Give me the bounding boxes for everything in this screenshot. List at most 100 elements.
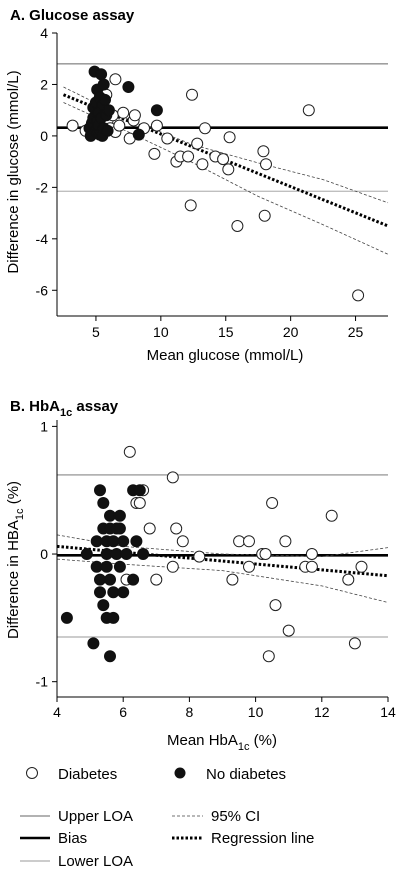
panel-b-point-no-diabetes [117, 535, 130, 548]
panel-b-point-no-diabetes [113, 560, 126, 573]
panel-a-x-tick-label: 25 [348, 324, 364, 340]
panel-a-point-no-diabetes [95, 68, 108, 81]
panel-b-x-tick-label: 10 [248, 704, 264, 720]
panel-a-point-no-diabetes [99, 93, 111, 106]
panel-b-point-no-diabetes [104, 650, 116, 663]
panel-a-point-diabetes [113, 119, 126, 132]
panel-b-point-no-diabetes [107, 535, 120, 548]
panel-a-point-diabetes [196, 158, 209, 171]
panel-b-point-no-diabetes [113, 522, 126, 535]
panel-a-ci-upper [63, 86, 389, 204]
panel-b-point-no-diabetes [120, 548, 133, 560]
panel-b-y-tick-label: 0 [40, 546, 48, 562]
panel-b-point-diabetes [176, 535, 189, 548]
panel-b-point-no-diabetes [100, 548, 113, 560]
panel-a-point-no-diabetes [150, 104, 163, 117]
panel-b-point-diabetes [233, 535, 246, 548]
panel-b-point-diabetes [170, 522, 183, 535]
panel-a-point-diabetes [258, 209, 271, 222]
panel-b-point-diabetes [123, 445, 136, 458]
panel-b-y-tick-label: 1 [40, 418, 48, 434]
panel-b-point-diabetes [133, 497, 146, 509]
panel-a-x-tick-label: 5 [92, 324, 100, 340]
panel-a-x-tick-label: 20 [283, 324, 299, 340]
panel-a-x-tick-label: 15 [218, 324, 234, 340]
legend-upper-loa-label: Upper LOA [58, 808, 133, 825]
panel-a-point-diabetes [128, 109, 141, 122]
panel-b-xlabel: Mean HbA1c (%) [167, 732, 277, 753]
panel-a-point-no-diabetes [122, 81, 135, 93]
panel-a-point-no-diabetes [97, 78, 110, 91]
legend-no-diabetes-marker [174, 767, 186, 779]
panel-a-point-diabetes [231, 220, 244, 232]
panel-b-point-diabetes [305, 560, 318, 573]
panel-a-y-tick-label: 2 [40, 76, 48, 92]
legend-diabetes-marker [26, 767, 38, 779]
legend-lower-loa-label: Lower LOA [58, 853, 133, 870]
panel-b-point-no-diabetes [87, 637, 100, 650]
panel-b-point-no-diabetes [90, 560, 103, 573]
panel-b-point-no-diabetes [104, 509, 116, 522]
panel-b-point-no-diabetes [117, 586, 130, 599]
panel-b-point-diabetes [342, 573, 355, 586]
panel-b-point-no-diabetes [107, 611, 120, 624]
panel-a-point-diabetes [257, 145, 270, 158]
panel-a-x-tick-label: 10 [153, 324, 169, 340]
panel-b-point-diabetes [243, 560, 255, 573]
panel-b-y-tick-label: -1 [36, 674, 49, 690]
panel-a-point-diabetes [217, 153, 230, 166]
panel-a-point-diabetes [66, 119, 79, 132]
panel-b-point-no-diabetes [113, 509, 126, 522]
panel-a-point-diabetes [222, 163, 235, 176]
legend-bias-label: Bias [58, 830, 87, 847]
panel-b-point-diabetes [259, 548, 272, 560]
panel-b-ci-lower [56, 558, 389, 603]
panel-a-title: A. Glucose assay [10, 7, 135, 24]
panel-b-point-no-diabetes [133, 484, 146, 497]
panel-a-point-diabetes [184, 199, 197, 212]
legend-no-diabetes-label: No diabetes [206, 766, 286, 783]
panel-b-ci-upper [56, 534, 389, 558]
panel-b-x-tick-label: 8 [186, 704, 194, 720]
panel-b-point-no-diabetes [110, 548, 123, 560]
panel-b-point-diabetes [269, 599, 282, 612]
panel-a-y-tick-label: -4 [36, 231, 49, 247]
panel-b-point-diabetes [262, 650, 275, 663]
panel-b-point-no-diabetes [127, 573, 140, 586]
panel-b-point-diabetes [193, 550, 206, 563]
panel-b-point-no-diabetes [94, 484, 106, 497]
panel-a-point-diabetes [148, 147, 161, 160]
panel-b-x-tick-label: 14 [380, 704, 396, 720]
panel-b-point-diabetes [282, 624, 295, 637]
panel-a-xlabel: Mean glucose (mmol/L) [147, 347, 304, 364]
panel-a-point-diabetes [302, 104, 315, 117]
panel-a-point-diabetes [161, 132, 174, 145]
panel-b-point-diabetes [226, 573, 239, 586]
panel-b-point-diabetes [143, 522, 156, 535]
legend-diabetes-label: Diabetes [58, 766, 117, 783]
panel-a-point-no-diabetes [101, 124, 114, 137]
panel-a-y-tick-label: -2 [36, 179, 49, 195]
panel-b-point-no-diabetes [100, 560, 113, 573]
panel-b-point-no-diabetes [97, 599, 110, 612]
panel-b-ylabel: Difference in HBA1c (%) [5, 481, 26, 639]
panel-a-point-diabetes [186, 88, 198, 101]
panel-b-point-no-diabetes [97, 497, 110, 509]
panel-b-point-diabetes [325, 509, 338, 522]
panel-a-point-diabetes [260, 158, 272, 171]
panel-a-ylabel: Difference in glucose (mmol/L) [5, 70, 22, 273]
panel-b-point-diabetes [166, 560, 179, 573]
panel-a-point-diabetes [117, 106, 130, 119]
panel-b-point-no-diabetes [107, 586, 120, 599]
panel-b-point-no-diabetes [137, 548, 150, 560]
panel-b-x-tick-label: 6 [119, 704, 127, 720]
panel-a-point-no-diabetes [132, 128, 145, 141]
legend-ci-label: 95% CI [211, 808, 260, 825]
panel-a-point-diabetes [109, 73, 122, 86]
panel-b-point-no-diabetes [90, 535, 103, 548]
panel-b-point-diabetes [279, 535, 292, 548]
panel-a-point-diabetes [191, 137, 204, 150]
panel-b-point-diabetes [348, 637, 361, 650]
panel-a-y-tick-label: -6 [36, 282, 49, 298]
